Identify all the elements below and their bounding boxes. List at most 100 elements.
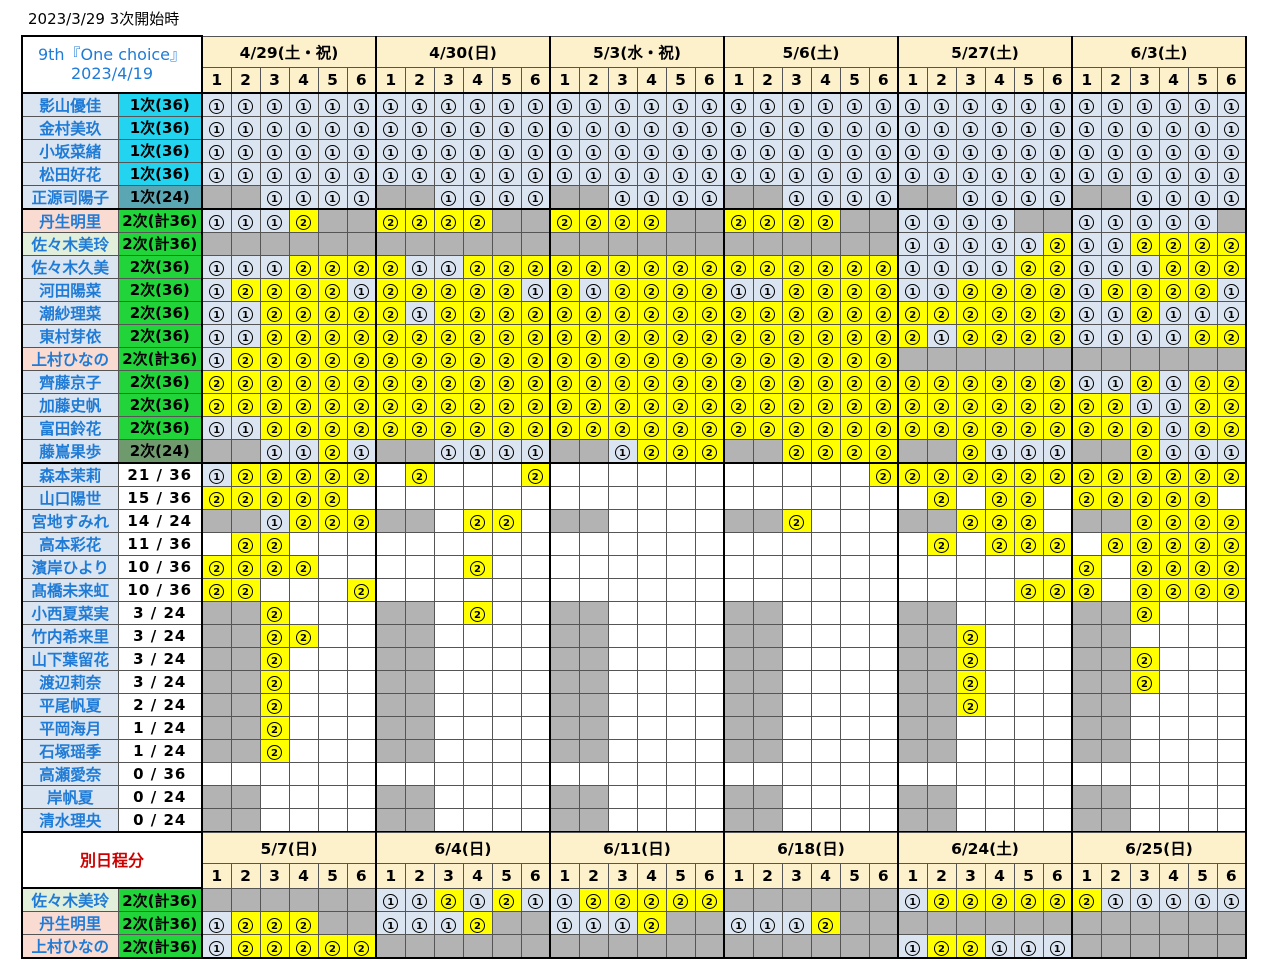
member-name: 富田鈴花 — [21, 415, 119, 440]
slot-cell: 2 — [404, 346, 435, 371]
slot-header: 5 — [1013, 66, 1044, 93]
round1-mark: 1 — [296, 145, 311, 160]
slot-cell — [694, 461, 725, 487]
slot-cell — [723, 554, 754, 579]
slot-cell: 1 — [636, 161, 667, 186]
round2-mark: 2 — [875, 399, 891, 414]
slot-cell — [1158, 911, 1189, 935]
slot-cell — [1071, 531, 1102, 556]
round1-mark: 1 — [209, 940, 225, 956]
round2-mark: 2 — [934, 492, 949, 507]
slot-cell: 2 — [723, 346, 754, 371]
slot-cell: 1 — [404, 115, 435, 140]
slot-cell: 2 — [346, 415, 377, 440]
slot-cell: 2 — [462, 277, 493, 302]
slot-cell — [781, 531, 812, 556]
slot-cell — [1129, 784, 1160, 809]
slot-cell — [578, 438, 609, 463]
slot-cell: 1 — [926, 207, 957, 233]
slot-cell — [520, 807, 551, 833]
slot-cell: 2 — [926, 531, 957, 556]
slot-cell — [752, 807, 783, 833]
slot-cell — [752, 461, 783, 487]
slot-header: 4 — [984, 66, 1015, 93]
slot-cell: 2 — [781, 207, 812, 233]
slot-cell: 1 — [201, 254, 232, 279]
slot-cell — [781, 485, 812, 510]
slot-cell: 1 — [520, 438, 551, 463]
slot-cell — [1216, 207, 1247, 233]
round2-mark: 2 — [760, 353, 775, 368]
slot-cell — [1071, 807, 1102, 833]
slot-cell: 1 — [462, 115, 493, 140]
slot-cell — [926, 346, 957, 371]
round1-mark: 1 — [673, 99, 688, 114]
slot-cell — [317, 807, 348, 833]
slot-cell: 2 — [665, 346, 696, 371]
round2-mark: 2 — [586, 399, 601, 414]
slot-cell — [636, 577, 667, 602]
round1-mark: 1 — [760, 284, 775, 299]
slot-cell — [433, 461, 464, 487]
slot-cell: 1 — [346, 277, 377, 302]
slot-cell: 2 — [346, 461, 377, 487]
slot-cell: 1 — [1216, 184, 1247, 209]
round1-mark: 1 — [644, 168, 659, 183]
member-name: 佐々木美玲 — [21, 231, 119, 256]
slot-cell: 2 — [259, 646, 290, 671]
round2-mark: 2 — [325, 353, 340, 368]
slot-cell: 2 — [346, 346, 377, 371]
application-status: 2次(36) — [117, 254, 203, 279]
slot-cell: 1 — [984, 934, 1015, 959]
slot-cell: 2 — [1216, 323, 1247, 348]
slot-cell: 2 — [984, 300, 1015, 325]
slot-header: 6 — [520, 862, 551, 889]
round2-mark: 2 — [963, 653, 978, 668]
slot-cell — [868, 531, 899, 556]
slot-cell — [984, 738, 1015, 763]
slot-cell: 2 — [926, 369, 957, 394]
slot-cell — [752, 531, 783, 556]
round2-mark: 2 — [353, 399, 369, 414]
slot-cell: 1 — [810, 184, 841, 209]
round1-mark: 1 — [1223, 894, 1239, 910]
member-row: 清水理央 0 / 24 — [21, 807, 1247, 833]
slot-cell — [897, 738, 928, 763]
round1-mark: 1 — [1049, 940, 1065, 956]
round2-mark: 2 — [731, 330, 747, 345]
application-status: 2次(36) — [117, 392, 203, 417]
slot-cell: 2 — [1042, 415, 1073, 440]
slot-cell — [1216, 623, 1247, 648]
slot-cell: 2 — [1187, 415, 1218, 440]
slot-cell — [288, 692, 319, 717]
slot-cell: 2 — [955, 300, 986, 325]
slot-cell — [375, 646, 406, 671]
round2-mark: 2 — [1195, 284, 1210, 299]
slot-cell: 2 — [781, 392, 812, 417]
round1-mark: 1 — [267, 515, 282, 530]
round1-mark: 1 — [325, 145, 340, 160]
slot-cell: 2 — [259, 738, 290, 763]
slot-cell: 1 — [549, 887, 580, 912]
slot-cell — [404, 485, 435, 510]
slot-cell — [317, 761, 348, 786]
slot-cell: 2 — [665, 887, 696, 912]
application-status: 10 / 36 — [117, 577, 203, 602]
slot-cell — [607, 934, 638, 959]
slot-cell — [810, 646, 841, 671]
slot-cell — [839, 554, 870, 579]
slot-cell: 2 — [520, 300, 551, 325]
slot-cell — [549, 508, 580, 533]
round1-mark: 1 — [934, 122, 949, 137]
slot-cell: 2 — [723, 207, 754, 233]
round2-mark: 2 — [499, 307, 514, 322]
slot-cell: 2 — [694, 277, 725, 302]
slot-cell — [723, 669, 754, 694]
round2-mark: 2 — [1223, 330, 1239, 345]
slot-cell — [984, 807, 1015, 833]
round1-mark: 1 — [992, 122, 1007, 137]
round2-mark: 2 — [644, 261, 659, 276]
round1-mark: 1 — [1223, 307, 1239, 322]
round2-mark: 2 — [701, 445, 717, 460]
slot-cell: 1 — [288, 438, 319, 463]
